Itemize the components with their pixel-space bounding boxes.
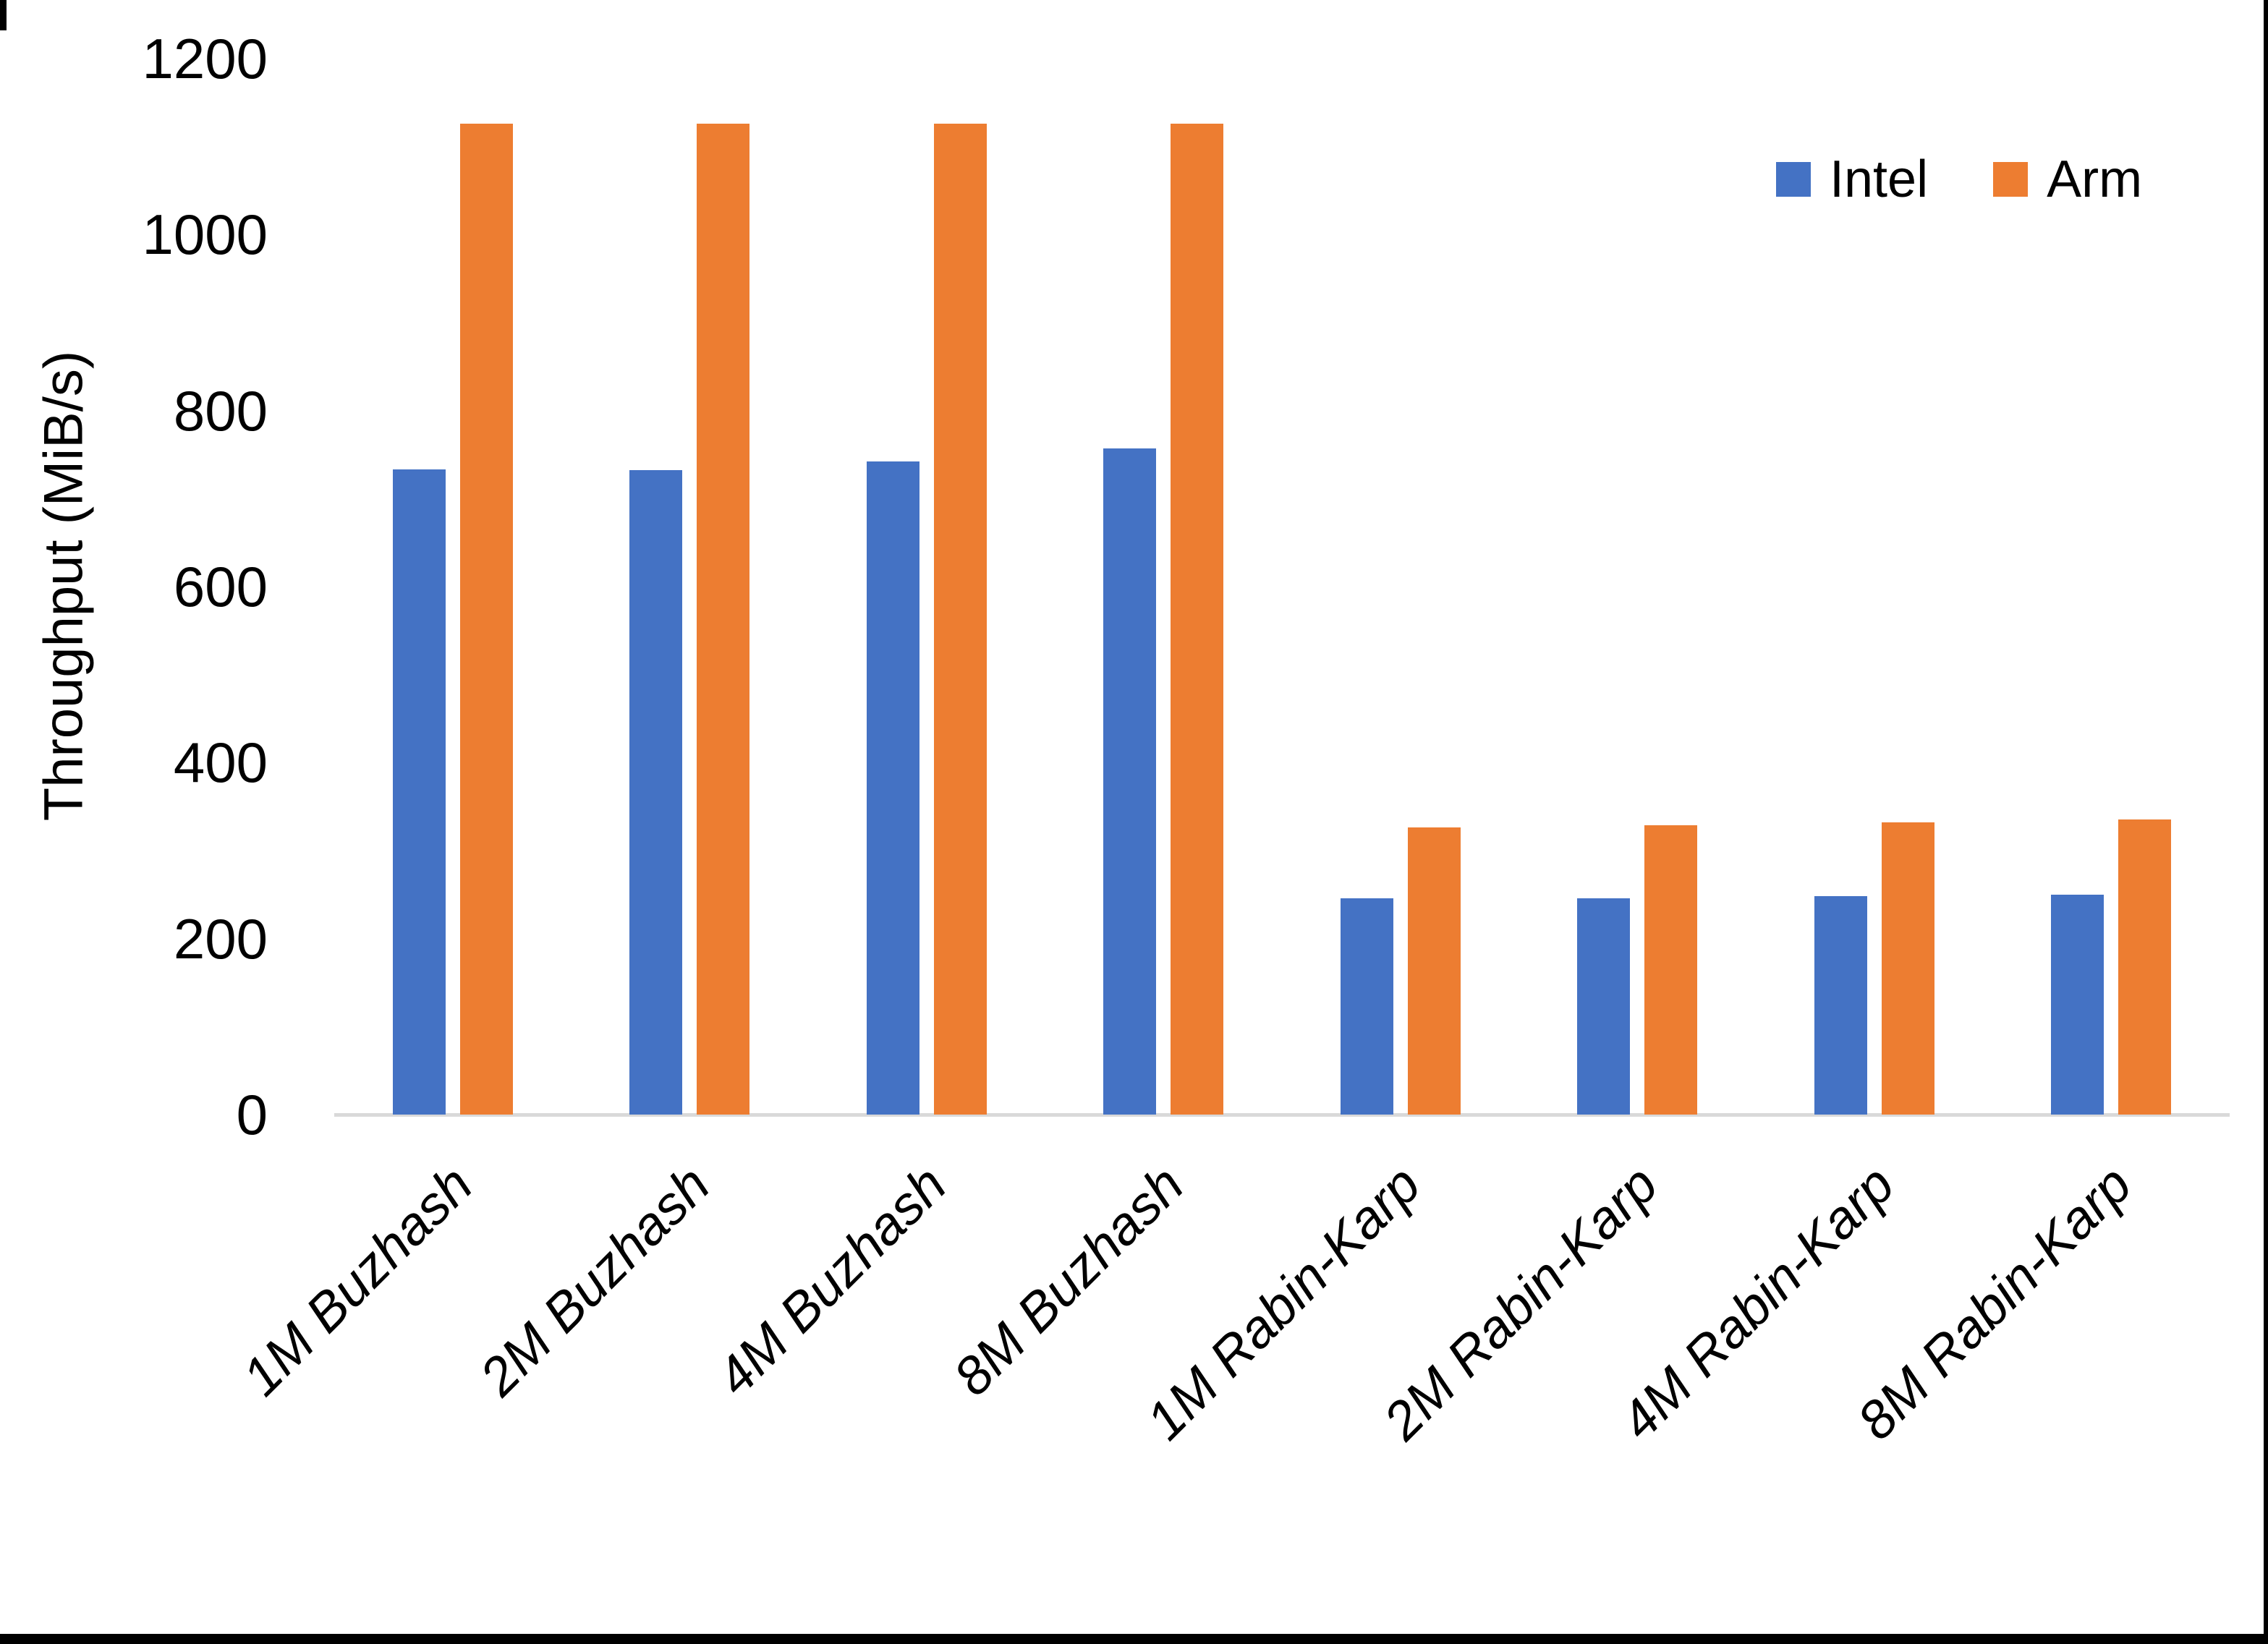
x-axis-label-8m-buzhash: 8M Buzhash [941,1154,1195,1407]
page-border-top-left-notch [0,0,7,30]
bar-arm-2m-buzhash [697,124,750,1115]
bar-arm-2m-rabin-karp [1644,825,1698,1115]
bar-intel-4m-buzhash [866,461,919,1115]
bar-arm-4m-rabin-karp [1881,822,1934,1115]
x-axis-label-2m-buzhash: 2M Buzhash [467,1154,721,1407]
page-border-bottom [0,1634,2268,1644]
bar-intel-4m-rabin-karp [1814,896,1867,1115]
y-axis-tick-label: 200 [173,906,268,971]
x-axis-label-4m-buzhash: 4M Buzhash [705,1154,959,1407]
y-axis-tick-label: 400 [173,731,268,795]
bar-intel-1m-rabin-karp [1340,898,1393,1115]
bar-intel-1m-buzhash [392,469,446,1115]
bar-intel-2m-buzhash [629,470,683,1115]
bar-arm-4m-buzhash [933,124,987,1115]
y-axis-tick-label: 0 [236,1083,268,1146]
x-axis-line [334,1113,2230,1117]
legend-label-intel: Intel [1830,150,1929,208]
legend: Intel Arm [1776,153,2142,205]
bar-intel-2m-rabin-karp [1577,898,1631,1115]
legend-item-arm: Arm [1993,153,2142,205]
legend-swatch-intel-icon [1776,162,1811,197]
y-axis-tick-label: 1200 [142,27,268,90]
bar-intel-8m-rabin-karp [2051,894,2105,1115]
legend-item-intel: Intel [1776,153,1928,205]
plot-area [334,59,2230,1115]
bar-arm-1m-buzhash [459,124,513,1115]
x-axis-label-1m-buzhash: 1M Buzhash [231,1154,485,1407]
legend-label-arm: Arm [2047,150,2143,208]
page-border-right [2264,0,2268,1644]
bar-arm-8m-buzhash [1171,124,1224,1115]
legend-swatch-arm-icon [1993,162,2029,197]
bar-arm-1m-rabin-karp [1407,827,1461,1115]
y-axis-tick-label: 1000 [142,203,268,267]
bar-intel-8m-buzhash [1103,448,1157,1115]
y-axis-tick-label: 800 [173,378,268,443]
y-axis-tick-label: 600 [173,555,268,618]
bar-arm-8m-rabin-karp [2118,819,2172,1115]
